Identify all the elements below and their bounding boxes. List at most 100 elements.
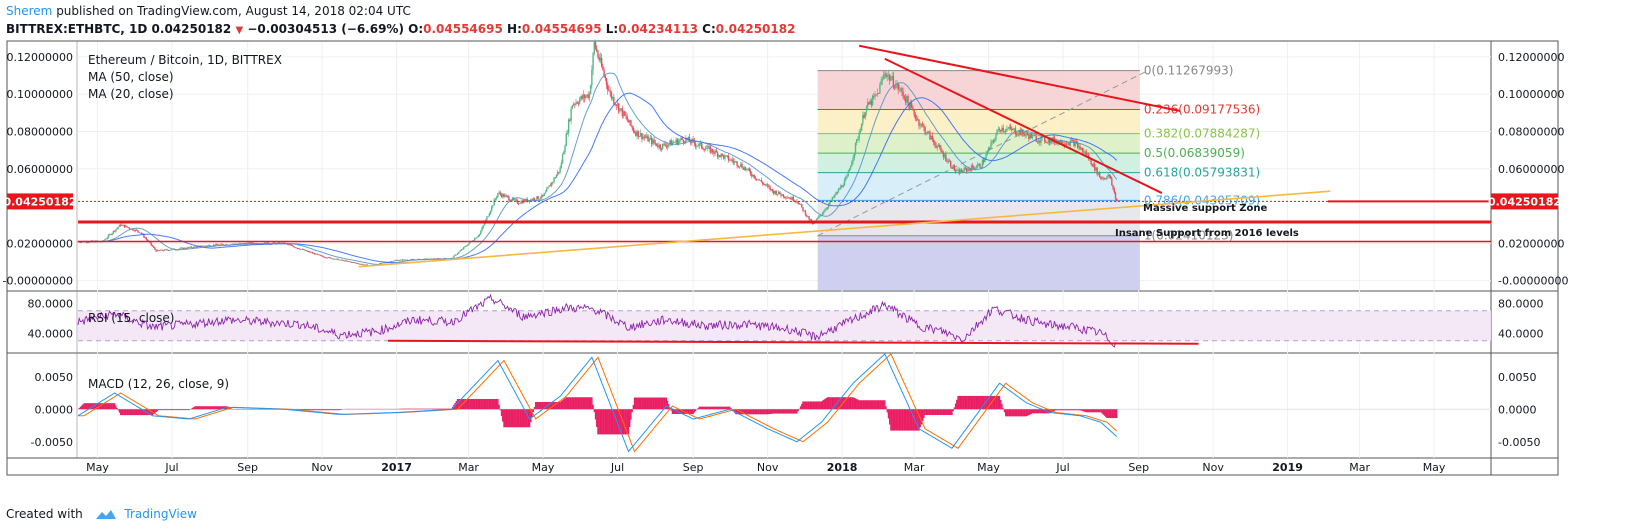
macd-hist-bar [317, 409, 320, 411]
macd-hist-bar [841, 397, 843, 410]
down-arrow-icon: ▼ [235, 25, 244, 36]
macd-hist-bar [978, 395, 980, 410]
candle-body [344, 260, 347, 262]
tradingview-link[interactable]: TradingView [124, 507, 197, 521]
candle-body [316, 253, 318, 255]
macd-hist-bar [1012, 409, 1014, 417]
author-link[interactable]: Sherem [6, 4, 53, 18]
candle-body [541, 194, 543, 199]
fib-level-label: 1(0.02410123) [1144, 229, 1234, 243]
candle-body [604, 75, 606, 79]
macd-hist-bar [102, 403, 105, 410]
macd-hist-bar [94, 403, 96, 410]
macd-hist-bar [82, 404, 84, 410]
candle-body [1030, 133, 1032, 139]
macd-hist-bar [600, 409, 603, 435]
candle-body [841, 185, 843, 187]
macd-hist-bar [1062, 409, 1064, 411]
macd-hist-bar [697, 408, 699, 410]
candle-body [956, 170, 958, 172]
macd-hist-bar [963, 395, 965, 410]
macd-hist-bar [674, 409, 676, 414]
candle-body [1012, 128, 1014, 131]
candle-body [331, 258, 333, 260]
macd-hist-bar [848, 397, 851, 410]
candle-body [207, 245, 210, 246]
candle-body [1013, 128, 1015, 130]
macd-hist-bar [406, 408, 409, 410]
macd-hist-bar [619, 409, 621, 435]
candle-body [340, 259, 343, 261]
candle-body [128, 227, 130, 229]
candle-body [389, 261, 392, 263]
macd-hist-bar [819, 401, 821, 410]
macd-hist-bar [954, 403, 957, 410]
candle-body [1015, 133, 1018, 135]
macd-hist-bar [552, 401, 554, 410]
candle-body [997, 129, 1000, 131]
macd-hist-bar [572, 397, 575, 410]
macd-hist-bar [853, 397, 855, 410]
candle-body [310, 252, 312, 254]
candle-body [564, 145, 566, 152]
macd-hist-bar [1018, 409, 1020, 417]
candle-body [792, 196, 794, 201]
macd-hist-bar [150, 409, 152, 416]
candle-body [696, 145, 698, 147]
candle-body [964, 167, 967, 169]
candle-body [239, 243, 242, 245]
candle-body [1025, 132, 1028, 135]
candle-body [642, 136, 644, 140]
candle-body [581, 96, 583, 99]
candle-body [846, 176, 848, 178]
time-tick-label: 2018 [827, 461, 858, 474]
macd-hist-bar [974, 395, 976, 410]
macd-hist-bar [1097, 409, 1100, 413]
time-tick-label: Mar [1349, 461, 1370, 474]
macd-hist-bar [816, 401, 819, 410]
candle-body [380, 263, 382, 265]
macd-hist-bar [813, 401, 815, 410]
candle-body [382, 262, 384, 264]
candle-body [976, 164, 979, 168]
macd-hist-bar [132, 409, 134, 416]
candle-body [867, 102, 869, 107]
macd-hist-bar [331, 409, 333, 411]
macd-hist-bar [101, 403, 104, 410]
candle-body [251, 242, 254, 244]
macd-hist-bar [621, 409, 624, 435]
macd-hist-bar [565, 397, 567, 410]
candle-body [360, 263, 362, 265]
candle-body [947, 160, 949, 162]
candle-body [345, 260, 348, 262]
candle-body [151, 245, 154, 247]
candle-body [1034, 135, 1036, 137]
candle-body [782, 194, 785, 197]
macd-hist-bar [410, 408, 412, 410]
candle-body [364, 264, 366, 266]
candle-body [718, 155, 720, 157]
macd-hist-bar [167, 409, 170, 411]
macd-hist-bar [1102, 409, 1104, 415]
candle-body [751, 174, 753, 177]
macd-hist-bar [498, 404, 500, 410]
candle-body [178, 248, 181, 250]
macd-hist-bar [580, 397, 582, 410]
macd-hist-bar [483, 398, 486, 410]
candle-body [575, 102, 577, 105]
candle-body [891, 76, 893, 80]
candle-body [713, 152, 715, 154]
macd-hist-bar [588, 397, 591, 410]
candle-body [753, 174, 755, 179]
price-tick-label: 0.02000000 [1498, 237, 1564, 250]
macd-hist-bar [126, 409, 128, 416]
candle-body [986, 151, 989, 155]
candle-body [190, 246, 193, 248]
price-tick-label: 0.02000000 [7, 237, 73, 250]
candle-body [499, 192, 502, 195]
candle-body [929, 132, 931, 140]
macd-hist-bar [1114, 409, 1117, 419]
candle-body [1026, 132, 1029, 136]
macd-hist-bar [211, 406, 213, 410]
